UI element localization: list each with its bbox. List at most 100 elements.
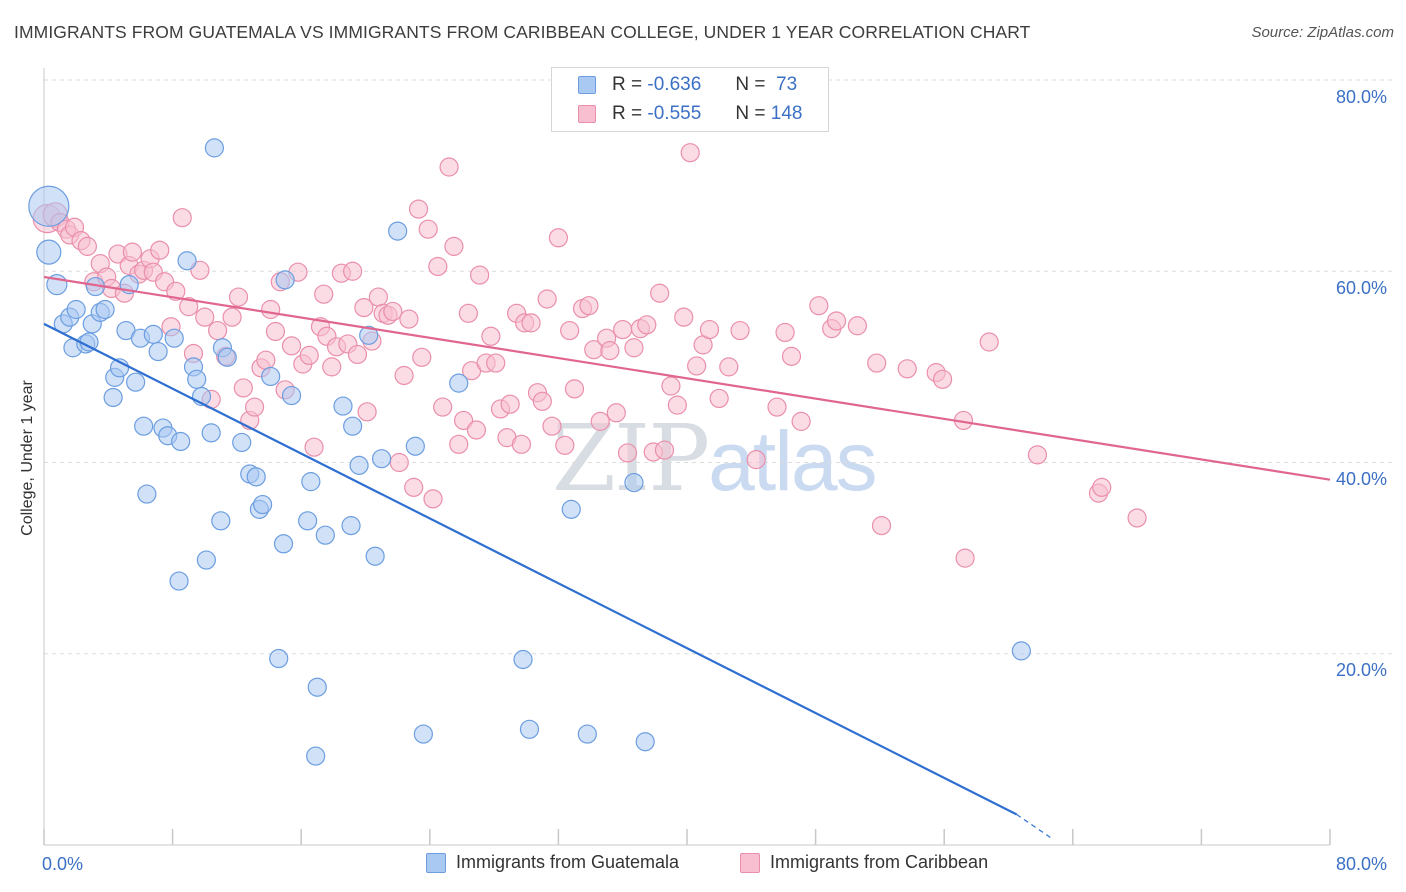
caribbean-point-122 xyxy=(709,388,729,409)
stats-legend: R = -0.636 N = 73 R = -0.555 N = 148 xyxy=(551,67,829,132)
caribbean-point-93 xyxy=(532,391,552,411)
caribbean-point-67 xyxy=(404,477,424,497)
r-value: -0.636 xyxy=(647,74,702,95)
caribbean-point-129 xyxy=(791,411,811,431)
x-tick-label-max: 80.0% xyxy=(1336,854,1388,874)
guatemala-point-6 xyxy=(66,299,86,320)
caribbean-point-108 xyxy=(617,443,638,463)
caribbean-point-96 xyxy=(548,228,569,248)
guatemala-trend-line xyxy=(43,322,1018,816)
caribbean-point-98 xyxy=(560,320,580,341)
y-tick-label-60: 60.0% xyxy=(1336,278,1388,298)
caribbean-point-87 xyxy=(500,394,520,414)
guatemala-point-46 xyxy=(273,534,294,554)
guatemala-point-44 xyxy=(261,366,281,387)
caribbean-point-126 xyxy=(767,397,787,417)
guatemala-point-48 xyxy=(281,385,302,406)
caribbean-point-114 xyxy=(654,440,675,460)
guatemala-point-35 xyxy=(204,138,224,158)
caribbean-point-105 xyxy=(600,341,620,361)
guatemala-point-26 xyxy=(164,328,184,348)
caribbean-point-7 xyxy=(77,236,98,256)
caribbean-point-91 xyxy=(521,313,541,333)
caribbean-point-51 xyxy=(322,357,342,377)
guatemala-point-31 xyxy=(187,369,207,389)
caribbean-point-115 xyxy=(661,376,681,396)
n-value: 73 xyxy=(770,74,798,95)
guatemala-point-23 xyxy=(148,341,168,362)
guatemala-point-12 xyxy=(95,299,115,320)
x-tick-label-min: 0.0% xyxy=(42,854,84,874)
guatemala-legend-swatch xyxy=(426,852,446,873)
guatemala-point-60 xyxy=(371,449,392,469)
caribbean-point-141 xyxy=(979,332,999,352)
caribbean-legend-swatch xyxy=(740,852,760,873)
caribbean-point-109 xyxy=(624,338,644,358)
guatemala-point-33 xyxy=(196,550,216,570)
caribbean-point-103 xyxy=(590,411,610,431)
caribbean-point-140 xyxy=(955,548,975,568)
guatemala-point-21 xyxy=(137,484,157,504)
caribbean-point-20 xyxy=(150,240,170,260)
guatemala-point-34 xyxy=(201,423,221,443)
caribbean-point-80 xyxy=(466,420,487,440)
caribbean-point-136 xyxy=(897,359,917,379)
n-value: 148 xyxy=(770,103,803,124)
caribbean-point-89 xyxy=(511,434,532,454)
guatemala-point-63 xyxy=(413,724,433,744)
guatemala-point-55 xyxy=(341,516,361,536)
caribbean-point-66 xyxy=(399,309,419,329)
caribbean-point-133 xyxy=(847,316,867,336)
caribbean-point-83 xyxy=(481,326,501,346)
caribbean-point-25 xyxy=(179,297,199,317)
caribbean-point-77 xyxy=(453,410,474,431)
guatemala-point-64 xyxy=(449,373,469,393)
stats-row-caribbean: R = -0.555 N = 148 xyxy=(552,100,802,128)
caribbean-point-130 xyxy=(809,296,829,316)
caribbean-point-116 xyxy=(667,395,687,415)
caribbean-point-71 xyxy=(423,489,443,509)
guatemala-point-45 xyxy=(269,648,289,669)
guatemala-point-71 xyxy=(1011,641,1031,661)
n-label: N = xyxy=(735,103,766,124)
caribbean-point-117 xyxy=(674,307,694,327)
guatemala-point-70 xyxy=(635,732,655,752)
caribbean-point-39 xyxy=(261,299,281,320)
caribbean-point-111 xyxy=(637,315,657,335)
caribbean-point-30 xyxy=(208,320,228,341)
caribbean-point-70 xyxy=(418,219,438,239)
guatemala-point-69 xyxy=(624,472,644,493)
guatemala-point-51 xyxy=(307,677,327,697)
caribbean-point-57 xyxy=(354,297,374,318)
caribbean-point-84 xyxy=(486,353,506,373)
caribbean-point-106 xyxy=(606,403,626,423)
caribbean-trend-line xyxy=(43,275,1331,481)
guatemala-point-57 xyxy=(349,455,369,475)
caribbean-point-132 xyxy=(826,311,847,331)
caribbean-point-125 xyxy=(746,450,766,470)
guatemala-point-8 xyxy=(79,332,99,352)
guatemala-trend-extension xyxy=(1016,813,1051,838)
r-label: R = xyxy=(612,74,643,95)
guatemala-point-66 xyxy=(519,719,540,739)
guatemala-point-20 xyxy=(134,416,154,436)
caribbean-point-68 xyxy=(408,199,429,219)
guatemala-point-49 xyxy=(298,511,318,531)
caribbean-point-40 xyxy=(265,321,286,342)
caribbean-point-94 xyxy=(537,289,557,309)
caribbean-point-97 xyxy=(555,435,575,455)
caribbean-point-124 xyxy=(730,320,750,341)
caribbean-point-142 xyxy=(1027,445,1048,465)
legend-item-guatemala: Immigrants from Guatemala xyxy=(426,852,679,873)
caribbean-point-27 xyxy=(190,260,210,280)
caribbean-point-47 xyxy=(304,437,324,457)
caribbean-point-65 xyxy=(394,365,414,386)
caribbean-point-32 xyxy=(222,307,242,327)
caribbean-point-121 xyxy=(699,319,720,340)
caribbean-point-127 xyxy=(775,322,795,343)
caribbean-point-145 xyxy=(1127,508,1147,528)
caribbean-point-107 xyxy=(613,319,633,340)
guatemala-point-41 xyxy=(246,467,266,487)
y-tick-label-40: 40.0% xyxy=(1336,469,1388,489)
